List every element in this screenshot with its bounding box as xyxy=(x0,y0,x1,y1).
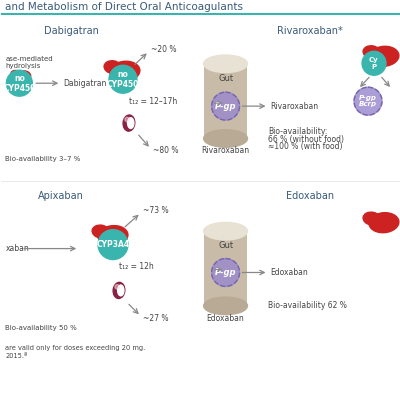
Text: ~73 %: ~73 % xyxy=(143,206,168,215)
Ellipse shape xyxy=(204,222,248,240)
Text: ~80 %: ~80 % xyxy=(153,146,178,156)
Text: Dabigatran: Dabigatran xyxy=(44,26,98,36)
Ellipse shape xyxy=(369,46,399,66)
Text: ase-mediated: ase-mediated xyxy=(6,56,53,62)
Ellipse shape xyxy=(369,213,399,233)
Ellipse shape xyxy=(363,212,381,225)
Circle shape xyxy=(362,51,386,75)
Text: Apixaban: Apixaban xyxy=(38,191,84,201)
Text: P-gp: P-gp xyxy=(215,268,236,277)
Ellipse shape xyxy=(204,130,248,147)
Text: 66 % (without food): 66 % (without food) xyxy=(268,134,344,144)
Text: Rivaroxaban: Rivaroxaban xyxy=(202,146,250,156)
Text: P-gp: P-gp xyxy=(215,102,236,111)
Text: ~20 %: ~20 % xyxy=(151,45,176,54)
Text: ~27 %: ~27 % xyxy=(143,314,168,323)
Ellipse shape xyxy=(14,71,31,82)
Text: xaban: xaban xyxy=(6,244,29,253)
Text: Dabigatran: Dabigatran xyxy=(63,79,106,88)
Text: Rivaroxaban*: Rivaroxaban* xyxy=(277,26,343,36)
Bar xyxy=(204,231,248,306)
Circle shape xyxy=(354,87,382,115)
Circle shape xyxy=(109,65,137,93)
Text: no
CYP450: no CYP450 xyxy=(107,70,139,88)
Text: no
CYP450: no CYP450 xyxy=(3,74,36,92)
Text: hydrolysis: hydrolysis xyxy=(6,63,41,69)
Ellipse shape xyxy=(204,297,248,315)
Ellipse shape xyxy=(92,225,110,238)
Text: Rivaroxaban: Rivaroxaban xyxy=(270,102,318,111)
Text: Cy
P: Cy P xyxy=(369,57,379,70)
Ellipse shape xyxy=(110,61,140,81)
Circle shape xyxy=(212,258,240,286)
Text: P-gp
Bcrp: P-gp Bcrp xyxy=(359,95,377,107)
Text: t₁₂ = 12h: t₁₂ = 12h xyxy=(119,262,154,271)
Ellipse shape xyxy=(128,118,134,128)
Ellipse shape xyxy=(11,70,21,78)
Text: Edoxaban: Edoxaban xyxy=(286,191,334,201)
Text: 2015.ª: 2015.ª xyxy=(6,353,28,359)
Text: Bio-availability 62 %: Bio-availability 62 % xyxy=(268,301,347,310)
Circle shape xyxy=(212,92,240,120)
Circle shape xyxy=(98,230,128,260)
Ellipse shape xyxy=(123,115,135,131)
Bar xyxy=(204,64,248,138)
Text: Gut: Gut xyxy=(218,74,233,83)
Ellipse shape xyxy=(113,282,125,298)
Ellipse shape xyxy=(98,226,128,246)
Ellipse shape xyxy=(125,117,129,122)
Text: Edoxaban: Edoxaban xyxy=(207,314,244,323)
Text: Bio-availability 3–7 %: Bio-availability 3–7 % xyxy=(6,156,81,162)
Ellipse shape xyxy=(115,284,120,289)
Text: t₁₂ = 12–17h: t₁₂ = 12–17h xyxy=(129,97,177,106)
Text: CYP3A4: CYP3A4 xyxy=(96,240,130,249)
Text: and Metabolism of Direct Oral Anticoagulants: and Metabolism of Direct Oral Anticoagul… xyxy=(6,2,244,12)
Ellipse shape xyxy=(118,285,124,296)
Text: Bio-availability:: Bio-availability: xyxy=(268,126,328,136)
Text: Gut: Gut xyxy=(218,241,233,250)
Ellipse shape xyxy=(104,61,122,74)
Text: ≈100 % (with food): ≈100 % (with food) xyxy=(268,142,343,152)
Ellipse shape xyxy=(363,46,381,59)
Circle shape xyxy=(6,70,32,96)
Text: are valid only for doses exceeding 20 mg.: are valid only for doses exceeding 20 mg… xyxy=(6,345,146,351)
Text: Edoxaban: Edoxaban xyxy=(270,268,308,277)
Ellipse shape xyxy=(204,55,248,72)
Text: Bio-availability 50 %: Bio-availability 50 % xyxy=(6,325,77,331)
